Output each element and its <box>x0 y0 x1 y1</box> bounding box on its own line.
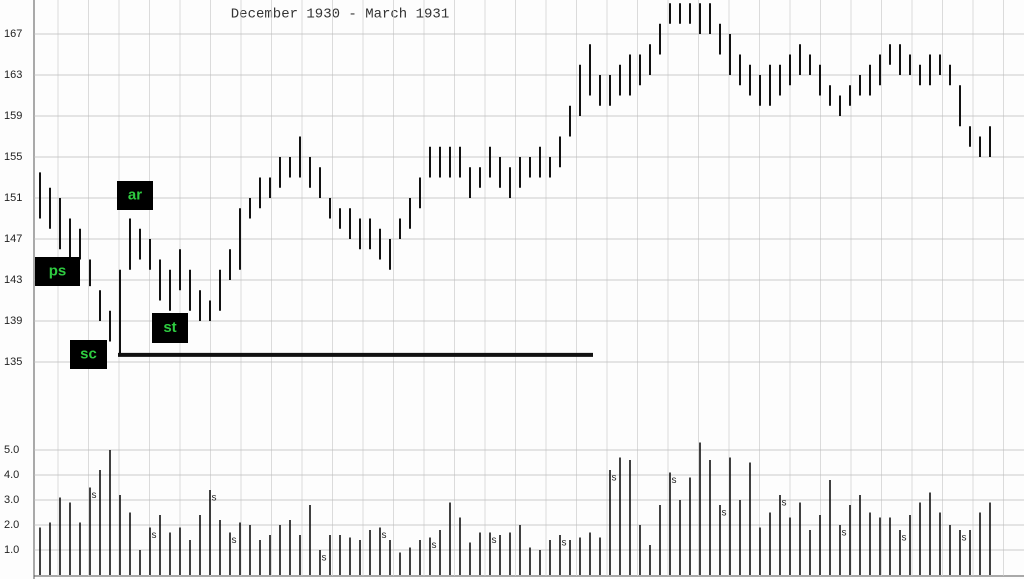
annotation-label: ar <box>128 186 142 203</box>
volume-marker: s <box>561 539 567 550</box>
y-tick-label: 147 <box>4 233 22 245</box>
volume-marker: s <box>611 474 617 485</box>
volume-marker: s <box>961 534 967 545</box>
annotation-box <box>117 181 153 210</box>
volume-marker: s <box>721 509 727 520</box>
y-tick-label: 151 <box>4 192 22 204</box>
y-tick-label: 135 <box>4 356 22 368</box>
v-tick-label: 5.0 <box>4 444 19 456</box>
volume-marker: s <box>211 494 217 505</box>
annotation-label: st <box>163 319 176 336</box>
v-tick-label: 3.0 <box>4 494 19 506</box>
y-tick-label: 143 <box>4 274 22 286</box>
annotation-box <box>152 313 188 343</box>
annotation-box <box>35 257 80 286</box>
v-tick-label: 2.0 <box>4 519 19 531</box>
y-tick-label: 159 <box>4 110 22 122</box>
volume-marker: s <box>151 531 157 542</box>
volume-marker: s <box>841 529 847 540</box>
annotation-box <box>70 340 107 369</box>
volume-marker: s <box>781 499 787 510</box>
y-tick-label: 155 <box>4 151 22 163</box>
y-tick-label: 163 <box>4 69 22 81</box>
volume-marker: s <box>321 554 327 565</box>
annotation-label: ps <box>49 262 67 279</box>
volume-marker: s <box>381 531 387 542</box>
chart-title: December 1930 - March 1931 <box>231 7 449 23</box>
v-tick-label: 1.0 <box>4 544 19 556</box>
y-tick-label: 167 <box>4 28 22 40</box>
volume-marker: s <box>431 541 437 552</box>
annotation-label: sc <box>80 345 97 362</box>
volume-marker: s <box>671 476 677 487</box>
v-tick-label: 4.0 <box>4 469 19 481</box>
volume-marker: s <box>901 534 907 545</box>
volume-marker: s <box>491 536 497 547</box>
volume-marker: s <box>231 536 237 547</box>
volume-marker: s <box>91 491 97 502</box>
y-tick-label: 139 <box>4 315 22 327</box>
